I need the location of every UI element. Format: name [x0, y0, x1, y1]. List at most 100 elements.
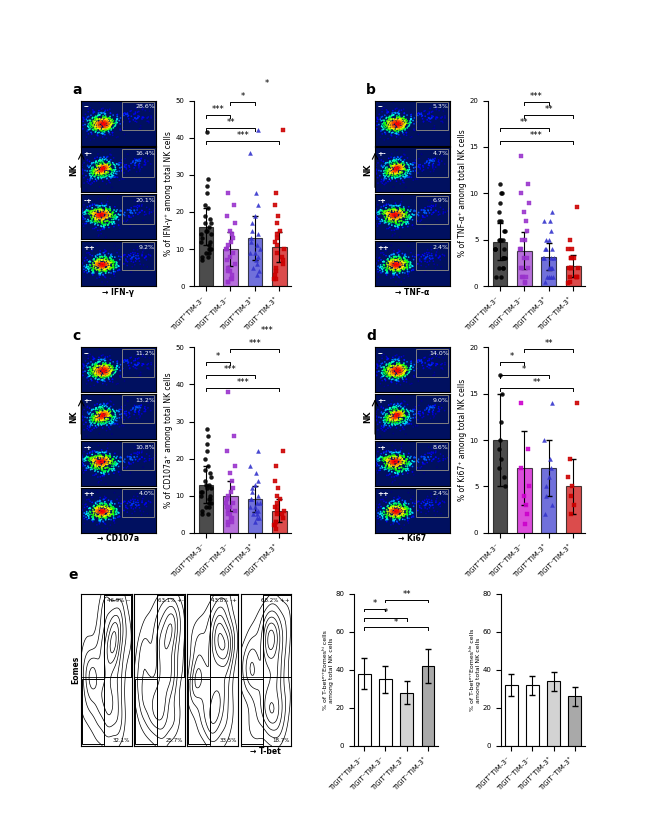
Point	[387, 248, 397, 261]
Point	[101, 451, 112, 464]
Point	[402, 108, 412, 122]
Point	[384, 170, 394, 184]
Point	[100, 210, 110, 223]
Point	[103, 157, 113, 170]
Point	[399, 262, 410, 276]
Point	[84, 116, 95, 129]
Point	[130, 403, 140, 416]
Point	[392, 412, 402, 426]
Point	[137, 249, 148, 262]
Point	[419, 467, 429, 480]
Point	[77, 257, 87, 271]
Point	[402, 410, 413, 423]
Point	[391, 522, 401, 535]
Point	[90, 413, 101, 427]
Point	[393, 115, 403, 128]
Point	[101, 445, 112, 458]
Point	[499, 224, 510, 237]
Point	[201, 478, 211, 491]
Point	[399, 153, 410, 167]
Point	[377, 123, 387, 137]
Point	[118, 368, 128, 381]
Point	[392, 114, 402, 127]
Point	[134, 161, 144, 174]
Point	[394, 162, 404, 175]
Point	[98, 257, 109, 271]
Point	[87, 410, 98, 423]
Point	[386, 210, 396, 224]
Point	[133, 111, 143, 124]
Point	[400, 215, 411, 229]
Point	[416, 203, 426, 216]
Point	[84, 255, 94, 268]
Point	[101, 362, 112, 375]
Point	[96, 203, 107, 216]
Point	[101, 165, 111, 178]
Point	[96, 151, 106, 164]
Text: *: *	[265, 80, 269, 89]
Point	[88, 168, 98, 181]
Point	[97, 261, 107, 275]
Point	[393, 256, 403, 270]
Point	[111, 506, 121, 520]
Point	[387, 454, 397, 468]
Point	[133, 195, 143, 209]
Point	[81, 169, 91, 183]
Point	[391, 454, 401, 468]
Point	[388, 497, 398, 510]
Point	[435, 499, 445, 513]
Point	[99, 248, 110, 261]
Point	[96, 412, 106, 426]
Point	[85, 258, 96, 272]
Point	[413, 160, 424, 173]
Point	[103, 368, 114, 381]
Point	[391, 160, 401, 173]
Point	[109, 257, 119, 271]
Point	[380, 207, 391, 220]
Point	[400, 369, 411, 382]
Point	[428, 369, 439, 382]
Point	[125, 499, 136, 512]
Point	[403, 255, 413, 268]
Point	[96, 113, 107, 127]
Point	[391, 159, 402, 173]
Point	[116, 164, 127, 178]
Point	[376, 154, 387, 168]
Point	[88, 352, 99, 365]
Point	[101, 159, 111, 173]
Point	[523, 442, 534, 456]
Point	[94, 256, 105, 269]
Point	[136, 112, 147, 126]
Point	[388, 406, 398, 419]
Point	[385, 504, 396, 517]
Point	[88, 409, 99, 422]
Point	[402, 267, 413, 281]
Point	[520, 275, 530, 288]
Text: d: d	[366, 329, 376, 344]
Point	[394, 219, 404, 232]
Point	[86, 207, 97, 220]
Point	[393, 517, 404, 530]
Point	[399, 158, 410, 171]
Point	[410, 403, 420, 416]
Point	[423, 258, 434, 272]
Point	[125, 163, 135, 177]
Point	[88, 167, 98, 180]
Point	[385, 503, 396, 516]
Point	[391, 154, 402, 168]
Point	[420, 104, 430, 117]
Point	[401, 411, 411, 424]
Point	[86, 156, 97, 169]
Point	[398, 210, 409, 223]
Point	[105, 261, 116, 275]
Point	[381, 359, 391, 372]
Point	[382, 262, 392, 276]
Point	[398, 202, 409, 215]
Point	[494, 261, 504, 274]
Point	[390, 214, 400, 227]
Point	[150, 360, 160, 373]
Point	[387, 260, 397, 273]
Point	[547, 396, 557, 410]
Point	[109, 164, 120, 178]
Point	[102, 158, 112, 172]
